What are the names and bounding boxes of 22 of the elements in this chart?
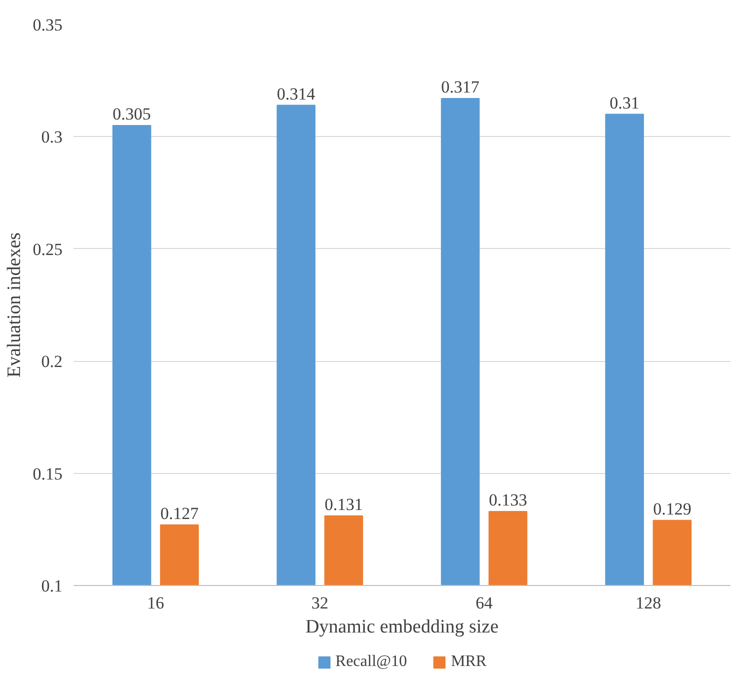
x-tick-label: 128 <box>636 594 662 612</box>
data-label: 0.305 <box>112 104 151 124</box>
y-tick-label: 0.1 <box>41 576 62 596</box>
legend-label: Recall@10 <box>335 653 408 671</box>
y-tick-label: 0.35 <box>32 16 62 34</box>
x-tick-label: 32 <box>311 594 328 612</box>
data-label: 0.133 <box>488 490 528 510</box>
legend-label: MRR <box>451 653 487 671</box>
data-label: 0.314 <box>276 84 316 104</box>
y-tick-label: 0.25 <box>32 240 62 259</box>
data-label: 0.127 <box>160 504 200 523</box>
y-tick-label: 0.3 <box>41 128 62 147</box>
x-axis-title: Dynamic embedding size <box>305 616 499 638</box>
y-tick-label: 0.15 <box>32 464 62 484</box>
x-tick-label: 64 <box>476 594 494 612</box>
data-label: 0.317 <box>441 78 480 97</box>
data-label: 0.129 <box>653 499 692 518</box>
x-tick-label: 16 <box>147 594 164 612</box>
data-label: 0.31 <box>610 93 640 112</box>
y-tick-label: 0.2 <box>41 352 62 372</box>
data-label: 0.131 <box>324 494 363 514</box>
y-axis-title: Evaluation indexes <box>4 232 25 378</box>
